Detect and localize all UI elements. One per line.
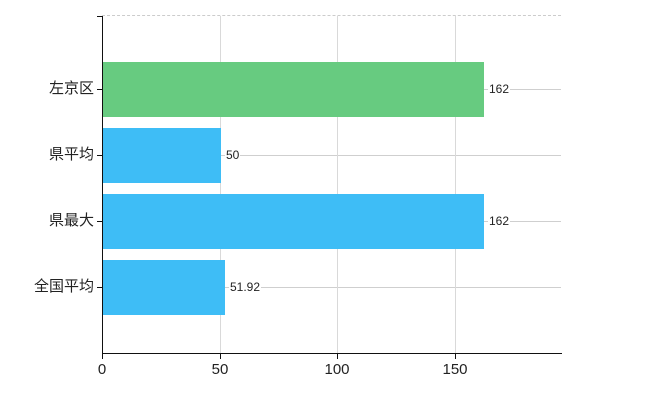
plot-top-border [102, 15, 561, 16]
bar-value-label: 51.92 [229, 280, 262, 294]
y-axis-tick [97, 287, 102, 288]
chart-bar-1[interactable] [103, 128, 221, 183]
row-gridline [102, 155, 561, 156]
y-axis-tick [97, 155, 102, 156]
bar-value-label: 50 [225, 148, 241, 162]
bar-value-label: 162 [488, 82, 511, 96]
chart-bar-3[interactable] [103, 260, 225, 315]
x-axis-tick [102, 354, 103, 359]
category-label-0: 左京区 [48, 80, 94, 97]
y-axis-tick [97, 89, 102, 90]
row-gridline [102, 287, 561, 288]
x-tick-label-3: 150 [442, 361, 468, 378]
x-axis-line [102, 353, 562, 354]
x-tick-label-2: 100 [324, 361, 350, 378]
category-label-1: 県平均 [48, 146, 94, 163]
y-axis-tick [97, 221, 102, 222]
x-gridline [455, 16, 456, 353]
y-axis-tick [97, 16, 102, 17]
x-tick-label-0: 0 [97, 361, 107, 378]
x-gridline [337, 16, 338, 353]
chart-bar-2[interactable] [103, 194, 484, 249]
x-tick-label-1: 50 [211, 361, 229, 378]
chart-bar-0[interactable] [103, 62, 484, 117]
x-axis-tick [337, 354, 338, 359]
category-label-3: 全国平均 [33, 278, 94, 295]
x-gridline [220, 16, 221, 353]
category-label-2: 県最大 [48, 212, 94, 229]
y-axis-line [102, 16, 103, 354]
x-axis-tick [455, 354, 456, 359]
x-axis-tick [220, 354, 221, 359]
bar-value-label: 162 [488, 214, 511, 228]
